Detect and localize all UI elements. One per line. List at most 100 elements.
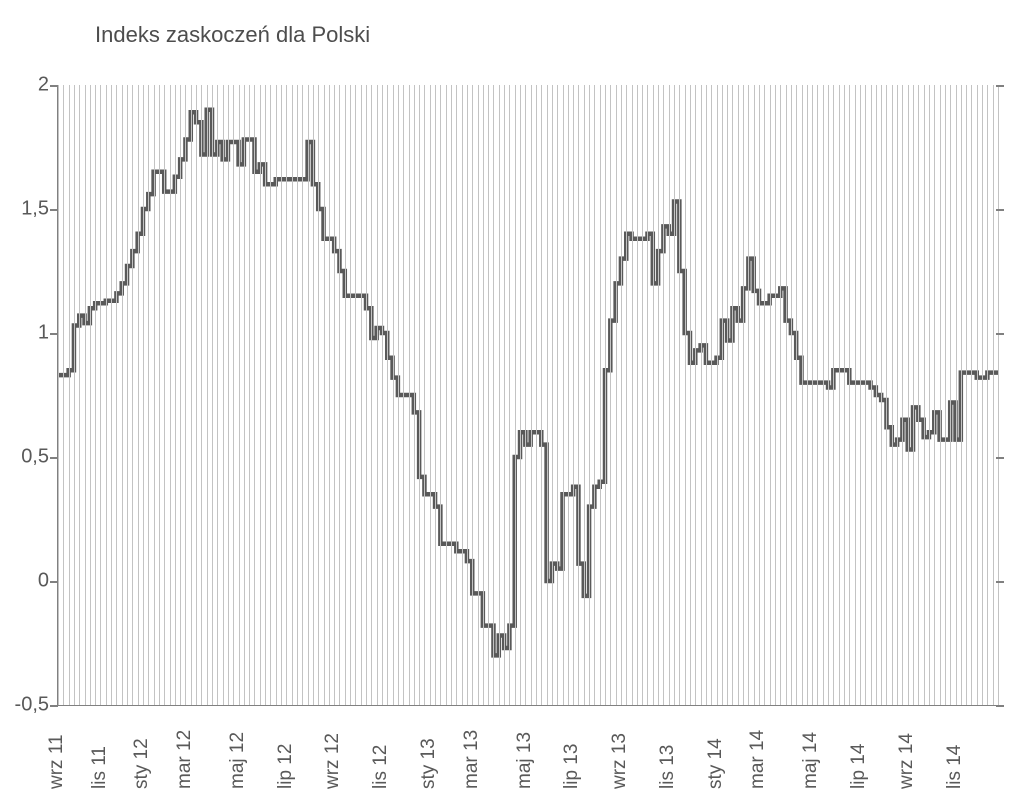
vgrid-line [138,85,139,705]
vgrid-line [387,85,388,705]
vgrid-line [297,85,298,705]
vgrid-line [132,85,133,705]
vgrid-line [924,85,925,705]
vgrid-line [430,85,431,705]
vgrid-line [201,85,202,705]
vgrid-line [578,85,579,705]
chart-container: Indeks zaskoczeń dla Polski -0,5 0 0,5 1… [0,0,1023,793]
vgrid-line [260,85,261,705]
vgrid-line [499,85,500,705]
vgrid-line [557,85,558,705]
vgrid-line [122,85,123,705]
vgrid-line [685,85,686,705]
ytick-mark [50,705,58,707]
vgrid-line [844,85,845,705]
vgrid-line [525,85,526,705]
vgrid-line [483,85,484,705]
vgrid-line [265,85,266,705]
vgrid-line [791,85,792,705]
vgrid-line [573,85,574,705]
vgrid-line [85,85,86,705]
vgrid-line [164,85,165,705]
ytick-mark [50,85,58,87]
ytick-mark [996,333,1004,335]
ytick-mark [50,581,58,583]
vgrid-line [908,85,909,705]
vgrid-line [393,85,394,705]
vgrid-line [281,85,282,705]
vgrid-line [860,85,861,705]
vgrid-line [191,85,192,705]
vgrid-line [79,85,80,705]
vgrid-line [233,85,234,705]
vgrid-line [456,85,457,705]
plot-area [57,85,998,706]
vgrid-line [313,85,314,705]
vgrid-line [90,85,91,705]
vgrid-line [345,85,346,705]
vgrid-line [292,85,293,705]
vgrid-line [647,85,648,705]
line-chart-svg [58,85,998,705]
vgrid-line [775,85,776,705]
vgrid-line [701,85,702,705]
ytick-mark [996,705,1004,707]
vgrid-line [239,85,240,705]
vgrid-line [695,85,696,705]
vgrid-line [334,85,335,705]
vgrid-line [977,85,978,705]
vgrid-line [185,85,186,705]
vgrid-line [653,85,654,705]
vgrid-line [780,85,781,705]
vgrid-line [531,85,532,705]
vgrid-line [69,85,70,705]
xtick-label: sty 12 [131,738,153,789]
vgrid-line [366,85,367,705]
vgrid-line [987,85,988,705]
vgrid-line [971,85,972,705]
vgrid-line [419,85,420,705]
vgrid-line [658,85,659,705]
vgrid-line [717,85,718,705]
vgrid-line [674,85,675,705]
vgrid-line [833,85,834,705]
vgrid-line [950,85,951,705]
vgrid-line [488,85,489,705]
xtick-label: lip 12 [275,744,297,789]
vgrid-line [143,85,144,705]
xtick-label: wrz 14 [896,733,918,789]
xtick-label: mar 12 [174,730,196,789]
vgrid-line [823,85,824,705]
xtick-label: sty 13 [418,738,440,789]
vgrid-line [302,85,303,705]
vgrid-line [600,85,601,705]
vgrid-line [764,85,765,705]
ytick-label: 1 [38,322,49,345]
vgrid-line [520,85,521,705]
vgrid-line [318,85,319,705]
xtick-label: sty 14 [705,738,727,789]
vgrid-line [786,85,787,705]
xtick-label: lis 12 [370,745,392,789]
vgrid-line [493,85,494,705]
vgrid-line [902,85,903,705]
vgrid-line [541,85,542,705]
vgrid-line [982,85,983,705]
vgrid-line [849,85,850,705]
vgrid-line [350,85,351,705]
vgrid-line [563,85,564,705]
vgrid-line [796,85,797,705]
vgrid-line [679,85,680,705]
vgrid-line [308,85,309,705]
ytick-mark [996,457,1004,459]
vgrid-line [509,85,510,705]
vgrid-line [865,85,866,705]
vgrid-line [642,85,643,705]
vgrid-line [254,85,255,705]
vgrid-line [286,85,287,705]
xtick-label: lip 13 [561,744,583,789]
vgrid-line [100,85,101,705]
vgrid-line [828,85,829,705]
vgrid-line [467,85,468,705]
vgrid-line [855,85,856,705]
